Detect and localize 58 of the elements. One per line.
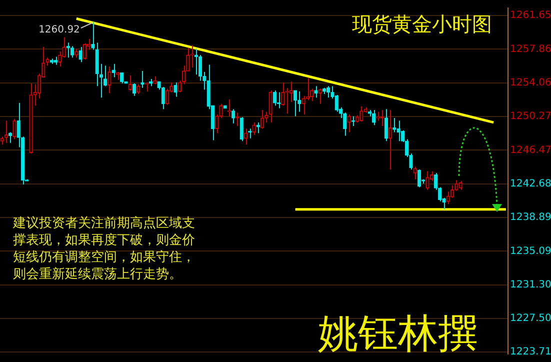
candlestick bbox=[293, 90, 298, 117]
candlestick bbox=[120, 72, 124, 84]
y-tick-label: 1223.71 bbox=[510, 346, 551, 358]
candlestick bbox=[95, 42, 99, 87]
candlestick bbox=[108, 66, 112, 94]
candlestick bbox=[264, 111, 268, 123]
candlestick bbox=[66, 42, 70, 58]
candlestick bbox=[82, 42, 86, 60]
candlestick bbox=[256, 122, 260, 134]
candlestick bbox=[232, 108, 236, 124]
candlestick bbox=[268, 90, 272, 123]
candlestick bbox=[413, 166, 417, 180]
candlestick bbox=[78, 46, 82, 63]
y-tick-label: 1261.65 bbox=[510, 10, 551, 22]
chart-title: 现货黄金小时图 bbox=[352, 11, 492, 38]
candlestick bbox=[12, 118, 16, 140]
y-tick-label: 1254.06 bbox=[510, 77, 551, 88]
y-tick-label: 1227.50 bbox=[510, 313, 551, 324]
candlestick bbox=[347, 114, 351, 133]
candlestick bbox=[174, 82, 178, 98]
candlestick bbox=[128, 74, 132, 92]
candlestick bbox=[236, 112, 240, 126]
candlestick bbox=[91, 22, 95, 50]
candlestick bbox=[4, 120, 8, 144]
y-tick-label: 1238.89 bbox=[510, 212, 551, 224]
candlestick bbox=[426, 170, 430, 190]
candlestick bbox=[417, 168, 422, 188]
candlestick bbox=[380, 110, 384, 126]
candlestick bbox=[132, 82, 136, 96]
candlestick bbox=[260, 110, 264, 130]
candlestick bbox=[140, 70, 144, 88]
candlestick bbox=[298, 90, 302, 112]
y-tick-label: 1257.86 bbox=[510, 44, 551, 55]
candlestick bbox=[165, 88, 170, 106]
candlestick bbox=[190, 44, 194, 68]
candlestick bbox=[334, 94, 338, 112]
candlestick bbox=[314, 86, 318, 98]
candlestick bbox=[70, 46, 74, 58]
candlestick bbox=[396, 120, 400, 142]
candlestick bbox=[372, 110, 376, 126]
candlestick bbox=[351, 116, 355, 126]
candlestick bbox=[384, 108, 388, 142]
candlestick bbox=[136, 84, 140, 95]
y-tick-label: 1250.27 bbox=[510, 111, 551, 122]
candlestick bbox=[302, 95, 306, 115]
candlestick bbox=[272, 90, 276, 106]
annotation: 建议投资者关注前期高点区域支撑表现，如果再度下破，则金价短线仍有调整空间，如果守住，则会重新延续震荡上行走势。 bbox=[13, 215, 196, 283]
candlestick bbox=[252, 122, 256, 136]
y-tick-label: 1246.47 bbox=[510, 144, 551, 156]
candlestick bbox=[360, 106, 364, 122]
candlestick bbox=[58, 50, 62, 68]
y-tick-label: 1231.30 bbox=[510, 279, 551, 290]
candlestick bbox=[392, 118, 396, 133]
y-tick-label: 1235.09 bbox=[510, 246, 551, 257]
annotation: 姚钰林撰 bbox=[318, 310, 478, 359]
candlestick bbox=[240, 116, 244, 142]
annotation: 1260.92 bbox=[38, 24, 80, 36]
y-tick-label: 1242.68 bbox=[510, 178, 551, 190]
